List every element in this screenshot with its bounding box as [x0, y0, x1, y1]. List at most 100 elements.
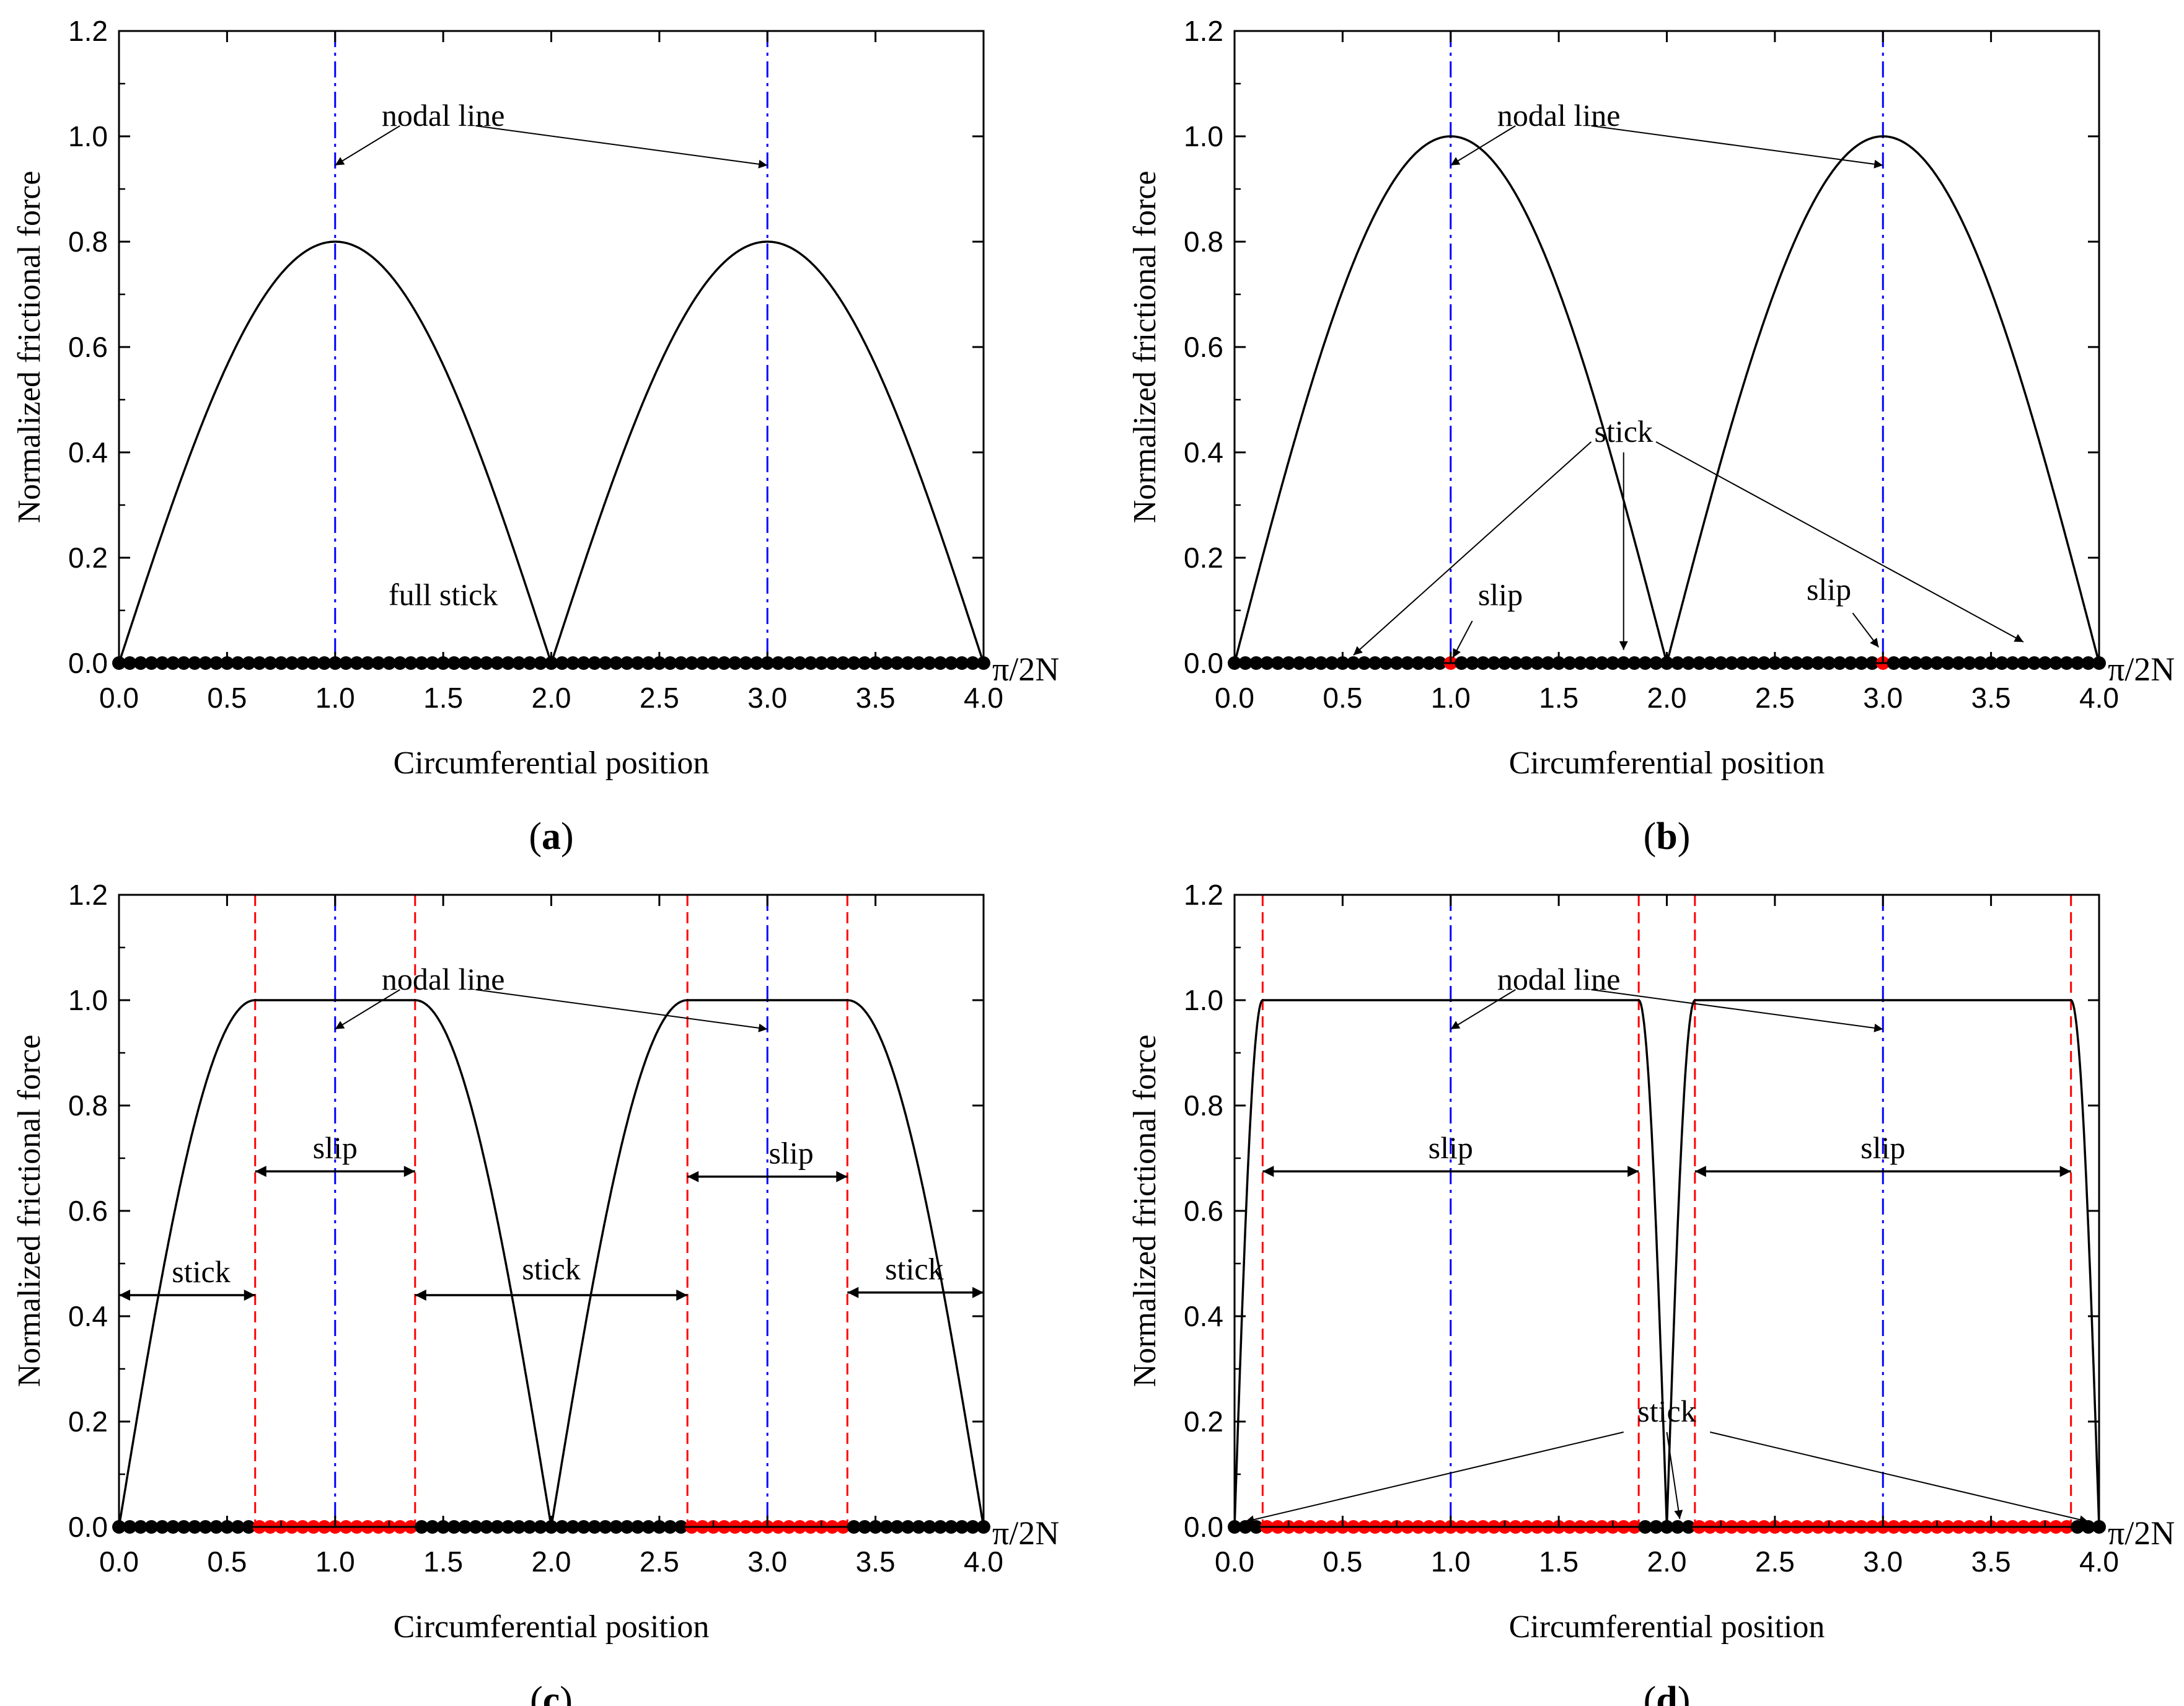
y-tick-label: 1.2 — [68, 15, 108, 47]
x-unit-label: π/2N — [2108, 1515, 2175, 1552]
y-tick-label: 0.8 — [68, 1089, 108, 1122]
x-tick-label: 3.0 — [1863, 1546, 1903, 1578]
x-tick-label: 3.5 — [856, 682, 896, 714]
y-tick-label: 0.4 — [68, 1300, 108, 1332]
chart-panel-c: 0.0 0.5 1.0 1.5 2.0 2.5 3.0 3.5 4.0 0.0 0.2 0.4 0.6 0… — [12, 879, 1059, 1706]
x-tick-label: 1.5 — [423, 1546, 463, 1578]
y-axis-title: Normalized frictional force — [12, 1035, 47, 1387]
chart-panel-d: 0.0 0.5 1.0 1.5 2.0 2.5 3.0 3.5 4.0 0.0 0.2 0.4 0.6 0… — [1127, 879, 2175, 1706]
x-tick-label: 3.0 — [747, 682, 787, 714]
x-tick-label: 1.5 — [1539, 682, 1579, 714]
x-tick-label: 0.5 — [1323, 1546, 1362, 1578]
annotation-arrow — [475, 125, 768, 169]
x-tick-label: 3.5 — [856, 1546, 896, 1578]
x-tick-label: 1.5 — [1539, 1546, 1579, 1578]
annotation-arrow — [1852, 612, 1880, 648]
annotation-label: slip — [1807, 572, 1851, 607]
range-label-slip: slip — [1429, 1130, 1473, 1165]
y-tick-label: 1.2 — [68, 879, 108, 911]
y-tick-label: 0.0 — [68, 647, 108, 679]
x-unit-label: π/2N — [992, 1515, 1059, 1552]
x-tick-label: 2.5 — [640, 682, 679, 714]
x-tick-label: 1.5 — [423, 682, 463, 714]
panel-label: (a) — [529, 816, 573, 858]
x-tick-label: 0.5 — [1323, 682, 1362, 714]
y-tick-label: 0.8 — [68, 226, 108, 258]
y-axis-title: Normalized frictional force — [1127, 1035, 1163, 1387]
y-tick-label: 1.0 — [68, 120, 108, 152]
friction-force-curve — [1233, 135, 2100, 664]
annotation-arrow — [1655, 441, 2024, 643]
range-label-stick: stick — [522, 1252, 580, 1286]
x-axis-title: Circumferential position — [394, 745, 710, 781]
x-tick-label: 4.0 — [964, 1546, 1003, 1578]
y-tick-label: 0.4 — [1184, 436, 1223, 468]
x-tick-label: 1.0 — [1431, 1546, 1471, 1578]
x-tick-label: 2.5 — [1755, 1546, 1795, 1578]
x-tick-label: 2.0 — [1647, 682, 1687, 714]
panel-label: (b) — [1644, 816, 1691, 858]
y-tick-label: 1.0 — [1184, 984, 1223, 1016]
x-unit-label: π/2N — [992, 651, 1059, 688]
x-tick-label: 0.0 — [1215, 1546, 1254, 1578]
y-axis-title: Normalized frictional force — [1127, 171, 1163, 524]
friction-force-curve — [1233, 999, 2100, 1528]
x-axis-title: Circumferential position — [1509, 1609, 1825, 1645]
x-tick-label: 2.5 — [640, 1546, 679, 1578]
x-tick-label: 0.0 — [1215, 682, 1254, 714]
annotation-label: slip — [1478, 578, 1523, 612]
x-tick-label: 3.5 — [1971, 1546, 2011, 1578]
x-tick-label: 0.5 — [207, 1546, 247, 1578]
range-label-stick: stick — [172, 1254, 230, 1289]
chart-panel-b: 0.0 0.5 1.0 1.5 2.0 2.5 3.0 3.5 4.0 0.0 0.2 0.4 0.6 0… — [1127, 15, 2175, 858]
annotation-arrow — [1710, 1431, 2089, 1524]
y-tick-label: 0.2 — [1184, 1405, 1223, 1438]
annotation-arrow — [335, 989, 400, 1030]
x-tick-label: 2.0 — [1647, 1546, 1687, 1578]
x-tick-label: 2.0 — [532, 682, 571, 714]
chart-panel-a: 0.0 0.5 1.0 1.5 2.0 2.5 3.0 3.5 4.0 0.0 0.2 0.4 0.6 0… — [12, 15, 1059, 858]
x-tick-label: 4.0 — [2079, 682, 2119, 714]
y-tick-label: 0.0 — [1184, 1511, 1223, 1543]
y-tick-label: 0.6 — [1184, 331, 1223, 363]
x-unit-label: π/2N — [2108, 651, 2175, 688]
range-label-stick: stick — [885, 1252, 943, 1286]
y-tick-label: 0.2 — [68, 1405, 108, 1438]
annotation-arrow — [475, 989, 768, 1032]
plot-frame — [118, 30, 985, 664]
y-tick-label: 0.8 — [1184, 226, 1223, 258]
x-tick-label: 1.0 — [1431, 682, 1471, 714]
x-tick-label: 0.0 — [99, 1546, 139, 1578]
friction-force-curve — [118, 240, 985, 667]
panel-label: (d) — [1644, 1679, 1691, 1706]
y-tick-label: 1.0 — [1184, 120, 1223, 152]
x-tick-label: 4.0 — [2079, 1546, 2119, 1578]
x-tick-label: 0.0 — [99, 682, 139, 714]
plot-frame — [118, 894, 985, 1528]
y-tick-label: 0.0 — [68, 1511, 108, 1543]
x-axis-title: Circumferential position — [394, 1609, 710, 1645]
x-tick-label: 2.0 — [532, 1546, 571, 1578]
y-tick-label: 1.0 — [68, 984, 108, 1016]
y-tick-label: 0.6 — [68, 1195, 108, 1227]
y-tick-label: 1.2 — [1184, 879, 1223, 911]
y-tick-label: 0.2 — [1184, 542, 1223, 574]
annotation-label: full stick — [389, 578, 498, 612]
y-tick-label: 0.0 — [1184, 647, 1223, 679]
plot-frame — [1233, 30, 2100, 664]
annotation-arrow — [1245, 1431, 1624, 1524]
x-tick-label: 3.0 — [1863, 682, 1903, 714]
annotation-arrow — [1450, 125, 1516, 166]
y-tick-label: 0.6 — [1184, 1195, 1223, 1227]
y-tick-label: 0.6 — [68, 331, 108, 363]
range-label-slip: slip — [313, 1130, 358, 1165]
annotation-arrow — [1452, 620, 1473, 658]
annotation-arrow — [1666, 1431, 1683, 1519]
range-label-slip: slip — [768, 1136, 813, 1171]
y-tick-label: 0.2 — [68, 542, 108, 574]
annotation-arrow — [1591, 989, 1883, 1032]
x-tick-label: 3.5 — [1971, 682, 2011, 714]
x-axis-title: Circumferential position — [1509, 745, 1825, 781]
y-tick-label: 0.4 — [1184, 1300, 1223, 1332]
